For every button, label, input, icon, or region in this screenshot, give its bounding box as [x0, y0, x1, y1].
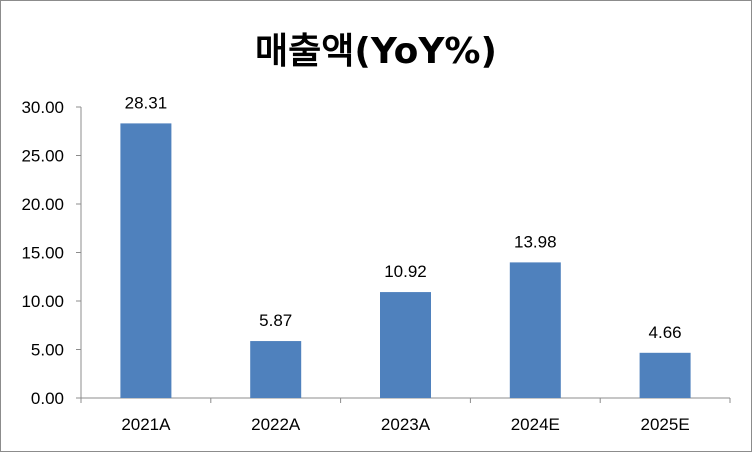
- y-tick-label: 10.00: [21, 292, 64, 311]
- bar-2025E: [639, 352, 691, 398]
- y-tick-label: 5.00: [31, 341, 64, 360]
- chart-title: 매출액(YoY%): [255, 31, 497, 72]
- x-tick-label: 2024E: [511, 415, 560, 434]
- y-tick-label: 30.00: [21, 98, 64, 117]
- data-label: 5.87: [259, 311, 292, 330]
- y-tick-label: 25.00: [21, 147, 64, 166]
- bar-2024E: [509, 262, 561, 398]
- y-tick-label: 0.00: [31, 389, 64, 408]
- bar-2022A: [250, 341, 302, 398]
- x-tick-label: 2023A: [381, 415, 431, 434]
- x-tick-label: 2021A: [121, 415, 171, 434]
- data-label: 4.66: [649, 323, 682, 342]
- bar-2021A: [120, 123, 172, 398]
- y-tick-label: 20.00: [21, 195, 64, 214]
- data-label: 10.92: [384, 262, 427, 281]
- data-label: 28.31: [125, 93, 168, 112]
- y-tick-label: 15.00: [21, 244, 64, 263]
- x-tick-label: 2025E: [641, 415, 690, 434]
- bar-2023A: [380, 292, 431, 398]
- data-label: 13.98: [514, 232, 557, 251]
- x-tick-label: 2022A: [251, 415, 301, 434]
